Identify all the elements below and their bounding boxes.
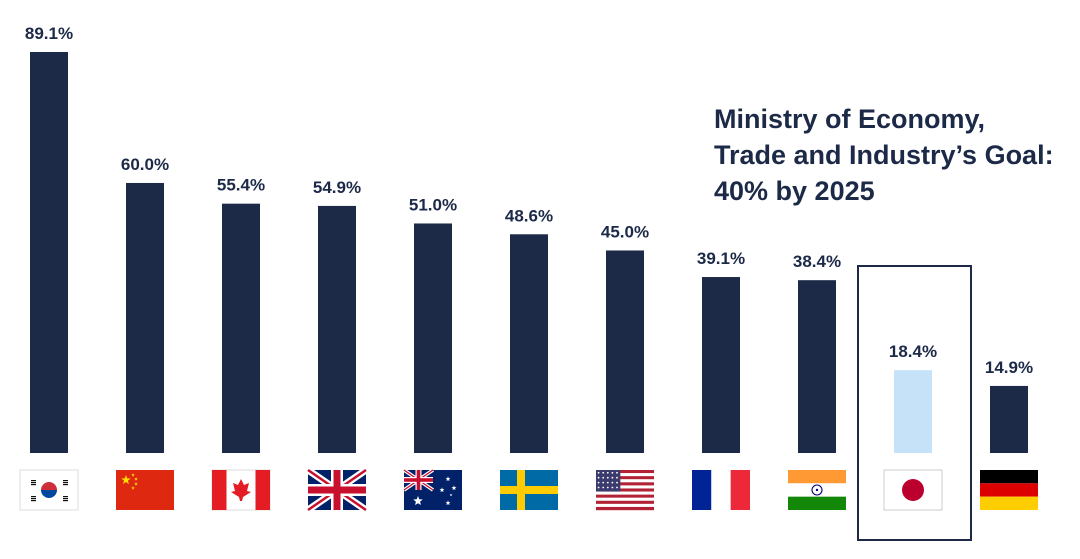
value-label: 54.9% <box>313 178 361 197</box>
bar-united-kingdom <box>318 205 356 453</box>
china-flag-icon <box>116 470 174 510</box>
usa-flag-icon <box>596 470 654 511</box>
value-label: 45.0% <box>601 222 649 241</box>
bar-united-states <box>606 250 644 453</box>
canada-flag-icon <box>211 469 271 511</box>
bar-canada <box>222 203 260 453</box>
sweden-flag-icon <box>500 470 558 510</box>
bar-south-korea <box>30 52 68 453</box>
goal-line-3: 40% by 2025 <box>714 176 875 206</box>
bar-germany <box>990 385 1028 453</box>
value-label: 51.0% <box>409 195 457 214</box>
bar-australia <box>414 223 452 453</box>
south-korea-flag-icon <box>19 469 79 511</box>
value-label: 39.1% <box>697 249 745 268</box>
bar-india <box>798 280 836 453</box>
value-label: 14.9% <box>985 358 1033 377</box>
germany-flag-icon <box>980 470 1038 510</box>
value-label: 48.6% <box>505 206 553 225</box>
value-label: 55.4% <box>217 176 265 195</box>
bar-sweden <box>510 234 548 453</box>
value-label: 18.4% <box>889 342 937 361</box>
value-label: 89.1% <box>25 24 73 43</box>
australia-flag-icon <box>403 468 462 510</box>
value-label: 38.4% <box>793 252 841 271</box>
india-flag-icon <box>788 470 846 510</box>
bar-france <box>702 277 740 453</box>
goal-annotation: Ministry of Economy, Trade and Industry’… <box>714 101 1054 209</box>
japan-highlight-box <box>857 265 972 541</box>
japan-flag-icon <box>883 469 943 511</box>
bar-japan <box>894 370 932 453</box>
goal-line-1: Ministry of Economy, <box>714 104 986 134</box>
bar-china <box>126 182 164 454</box>
goal-line-2: Trade and Industry’s Goal: <box>714 140 1054 170</box>
uk-flag-icon <box>306 467 368 513</box>
value-label: 60.0% <box>121 155 169 174</box>
france-flag-icon <box>692 470 750 510</box>
